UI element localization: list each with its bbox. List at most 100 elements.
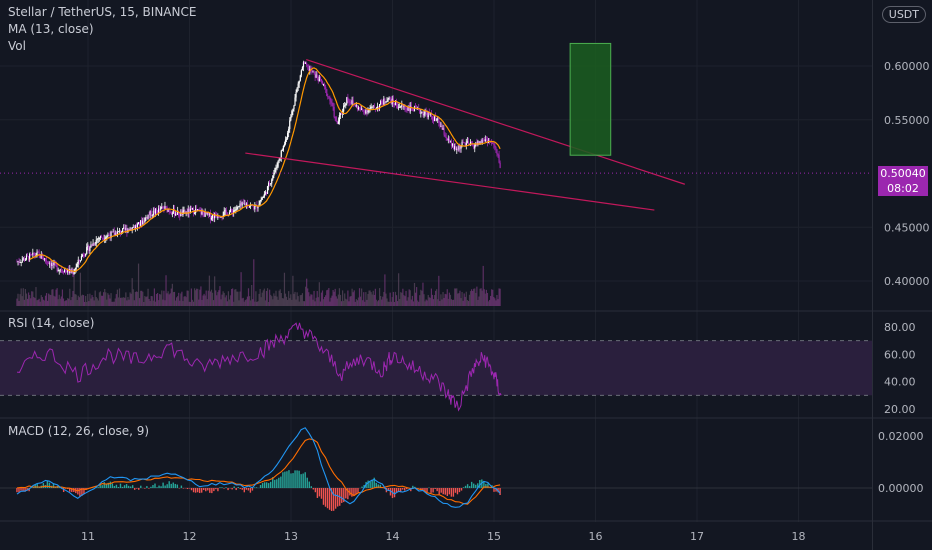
candle-body	[320, 79, 323, 82]
macd-histogram-bar	[156, 487, 158, 488]
candle-body	[225, 210, 227, 213]
candle-body	[404, 106, 406, 109]
candle-body	[22, 258, 24, 261]
macd-histogram-bar	[125, 484, 128, 488]
volume-bar	[73, 273, 75, 306]
volume-bar	[301, 293, 304, 306]
ma-indicator-label[interactable]: MA (13, close)	[8, 22, 94, 36]
volume-bar	[49, 294, 51, 306]
candle-body	[240, 203, 242, 206]
volume-bar	[135, 291, 138, 306]
candle-body	[81, 254, 84, 257]
symbol-title[interactable]: Stellar / TetherUS, 15, BINANCE	[8, 5, 197, 19]
candle-body	[147, 214, 149, 219]
volume-bar	[43, 300, 46, 306]
volume-bar	[224, 297, 226, 306]
volume-bar	[387, 301, 389, 306]
volume-bar	[179, 300, 181, 306]
candle-body	[297, 83, 299, 88]
volume-bar	[145, 297, 147, 306]
macd-histogram-bar	[233, 486, 235, 488]
candle-body	[128, 229, 130, 231]
candle-body	[51, 263, 53, 266]
candle-body	[210, 217, 213, 220]
volume-bar	[334, 288, 336, 306]
candle-body	[36, 251, 38, 256]
macd-histogram-bar	[138, 488, 140, 490]
volume-bar	[105, 292, 107, 306]
macd-histogram-bar	[215, 488, 217, 490]
volume-bar	[23, 299, 25, 306]
volume-bar	[330, 297, 332, 306]
candle-body	[253, 206, 255, 210]
candle-body	[32, 252, 34, 255]
volume-bar	[117, 297, 120, 306]
macd-histogram-bar	[119, 483, 122, 488]
macd-indicator-label[interactable]: MACD (12, 26, close, 9)	[8, 424, 150, 438]
volume-bar	[220, 299, 222, 306]
rsi-indicator-label[interactable]: RSI (14, close)	[8, 316, 95, 330]
time-tick-label: 14	[386, 530, 400, 543]
volume-bar	[316, 291, 318, 306]
volume-bar	[90, 298, 92, 306]
macd-histogram-bar	[483, 481, 485, 488]
candle-body	[277, 160, 279, 167]
volume-bar	[17, 293, 19, 306]
volume-bar	[381, 299, 383, 306]
candle-body	[439, 122, 441, 127]
time-tick-label: 15	[487, 530, 501, 543]
candle-body	[42, 259, 44, 260]
volume-bar	[197, 288, 199, 306]
candle-body	[373, 105, 375, 108]
volume-bar	[75, 294, 77, 306]
macd-histogram-bar	[26, 488, 28, 491]
candle-body	[401, 104, 403, 107]
candle-body	[107, 234, 109, 237]
volume-bar	[475, 292, 477, 306]
volume-bar	[396, 301, 399, 306]
volume-indicator-label[interactable]: Vol	[8, 39, 26, 53]
candle-body	[315, 74, 317, 78]
candle-body	[59, 269, 61, 271]
candle-body	[126, 228, 128, 233]
volume-bar	[16, 298, 18, 306]
candle-body	[234, 210, 236, 211]
candle-body	[273, 172, 275, 176]
macd-histogram-bar	[111, 483, 114, 488]
volume-bar	[177, 296, 179, 306]
candle-body	[48, 262, 50, 265]
volume-bar	[485, 289, 487, 306]
volume-bar	[250, 300, 252, 306]
volume-bar	[418, 301, 420, 306]
volume-bar	[209, 291, 212, 306]
volume-bar	[349, 296, 351, 306]
candle-body	[235, 209, 237, 211]
volume-bar	[38, 298, 40, 306]
macd-histogram-bar	[267, 483, 270, 488]
volume-bar	[137, 263, 140, 306]
lower-trendline[interactable]	[245, 152, 655, 211]
volume-bar	[336, 298, 338, 306]
target-box[interactable]	[569, 42, 612, 156]
candle-body	[125, 228, 127, 230]
volume-bar	[181, 291, 183, 306]
volume-bar	[265, 290, 268, 306]
candle-body	[294, 97, 296, 106]
candle-body	[370, 106, 372, 109]
volume-bar	[20, 288, 22, 306]
upper-trendline[interactable]	[306, 58, 686, 185]
volume-bar	[324, 296, 326, 306]
volume-bar	[444, 293, 446, 306]
volume-bar	[391, 297, 393, 306]
drawings[interactable]	[0, 42, 872, 211]
macd-histogram-bar	[180, 485, 183, 488]
currency-badge[interactable]: USDT	[881, 6, 926, 23]
volume-bar	[478, 296, 480, 306]
candle-body	[431, 116, 434, 120]
volume-bar	[386, 298, 388, 306]
volume-bar	[270, 294, 272, 306]
candle-body	[276, 166, 278, 169]
volume-bar	[261, 292, 263, 306]
volume-bar	[207, 290, 209, 306]
